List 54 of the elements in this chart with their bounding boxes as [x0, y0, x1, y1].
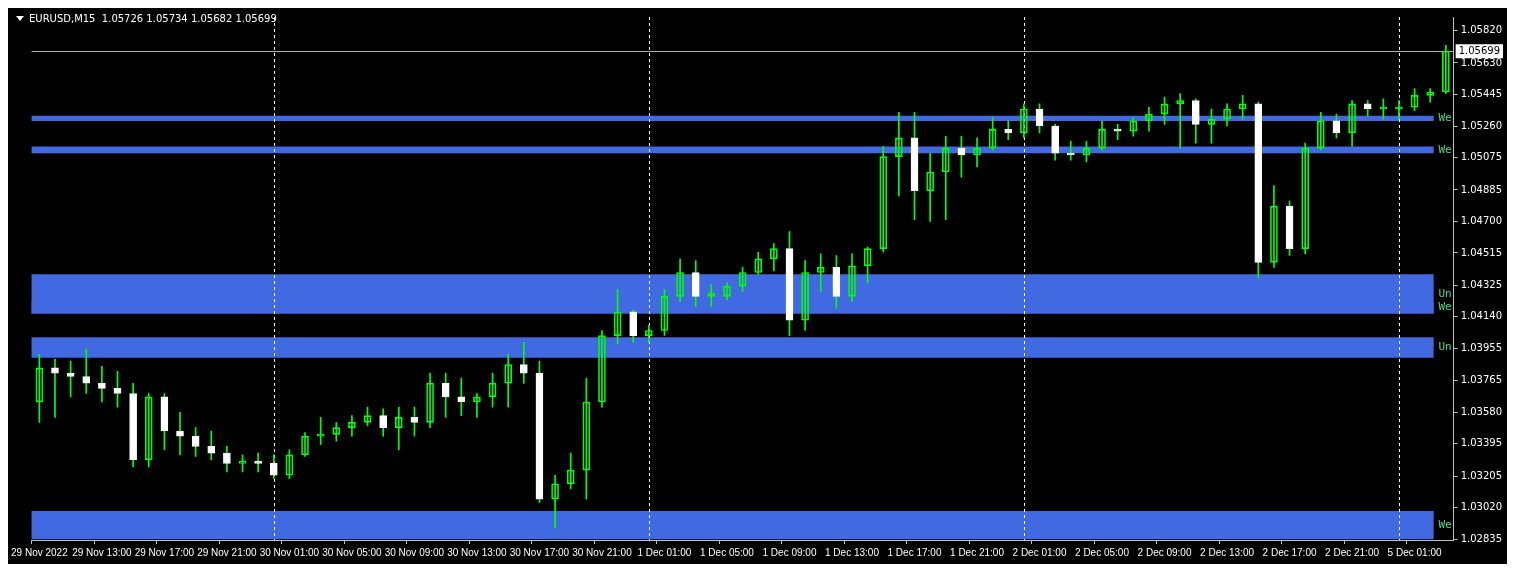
candlestick	[82, 348, 91, 394]
band-label: We	[1438, 111, 1452, 125]
x-tick-label: 29 Nov 13:00	[72, 546, 133, 558]
x-tick-label: 2 Dec 09:00	[1137, 546, 1192, 558]
x-tick-label: 2 Dec 01:00	[1012, 546, 1067, 558]
y-tick-label: 1.05260	[1460, 119, 1503, 131]
x-tick-label: 1 Dec 17:00	[887, 546, 942, 558]
y-tick-label: 1.02835	[1460, 532, 1503, 544]
x-tick-label: 2 Dec 13:00	[1200, 546, 1255, 558]
y-tick-label: 1.04140	[1460, 310, 1503, 322]
y-tick-label: 1.05630	[1460, 56, 1503, 68]
candlestick	[207, 430, 216, 461]
band-label: Un	[1438, 340, 1452, 354]
candlestick	[1004, 120, 1013, 140]
y-tick-label: 1.03955	[1460, 341, 1503, 353]
y-tick-label: 1.04325	[1460, 278, 1503, 290]
band-label: We	[1438, 142, 1452, 156]
x-tick-label: 30 Nov 13:00	[447, 546, 508, 558]
band-label: We	[1438, 300, 1452, 314]
candlestick	[254, 452, 262, 473]
x-tick-label: 1 Dec 05:00	[700, 546, 755, 558]
y-tick-label: 1.03395	[1460, 437, 1503, 449]
x-tick-label: 5 Dec 01:00	[1387, 546, 1442, 558]
y-tick-label: 1.03205	[1460, 469, 1503, 481]
x-tick-label: 2 Dec 05:00	[1075, 546, 1130, 558]
x-tick-label: 1 Dec 21:00	[950, 546, 1005, 558]
y-tick-label: 1.03580	[1460, 405, 1503, 417]
x-tick-label: 30 Nov 05:00	[322, 546, 383, 558]
x-tick-label: 30 Nov 09:00	[384, 546, 445, 558]
candlestick	[519, 342, 528, 384]
y-tick-label: 1.05075	[1460, 151, 1503, 163]
x-tick-label: 29 Nov 2022	[11, 546, 69, 558]
band-label: We	[1438, 517, 1452, 531]
y-tick-label: 1.03020	[1460, 501, 1503, 513]
y-tick-label: 1.04700	[1460, 215, 1503, 227]
x-tick-label: 2 Dec 17:00	[1262, 546, 1317, 558]
y-tick-label: 1.05445	[1460, 88, 1503, 100]
x-tick-label: 1 Dec 01:00	[637, 546, 692, 558]
x-tick-label: 30 Nov 21:00	[572, 546, 633, 558]
y-tick-label: 1.03765	[1460, 374, 1503, 386]
candlestick	[98, 365, 106, 403]
x-tick-label: 1 Dec 13:00	[825, 546, 880, 558]
x-tick-label: 1 Dec 09:00	[762, 546, 817, 558]
x-tick-label: 30 Nov 01:00	[259, 546, 320, 558]
x-tick-label: 29 Nov 17:00	[134, 546, 195, 558]
x-tick-label: 30 Nov 17:00	[509, 546, 570, 558]
y-tick-label: 1.04885	[1460, 183, 1503, 195]
chart-title: EURUSD,M15 1.05726 1.05734 1.05682 1.05699	[29, 13, 277, 24]
x-tick-label: 29 Nov 21:00	[197, 546, 258, 558]
y-tick-label: 1.05820	[1460, 24, 1503, 36]
y-tick-label: 1.04515	[1460, 246, 1503, 258]
band-label: Un	[1438, 286, 1452, 300]
ref-line-label: 1.05699	[1458, 44, 1501, 56]
x-tick-label: 2 Dec 21:00	[1325, 546, 1380, 558]
